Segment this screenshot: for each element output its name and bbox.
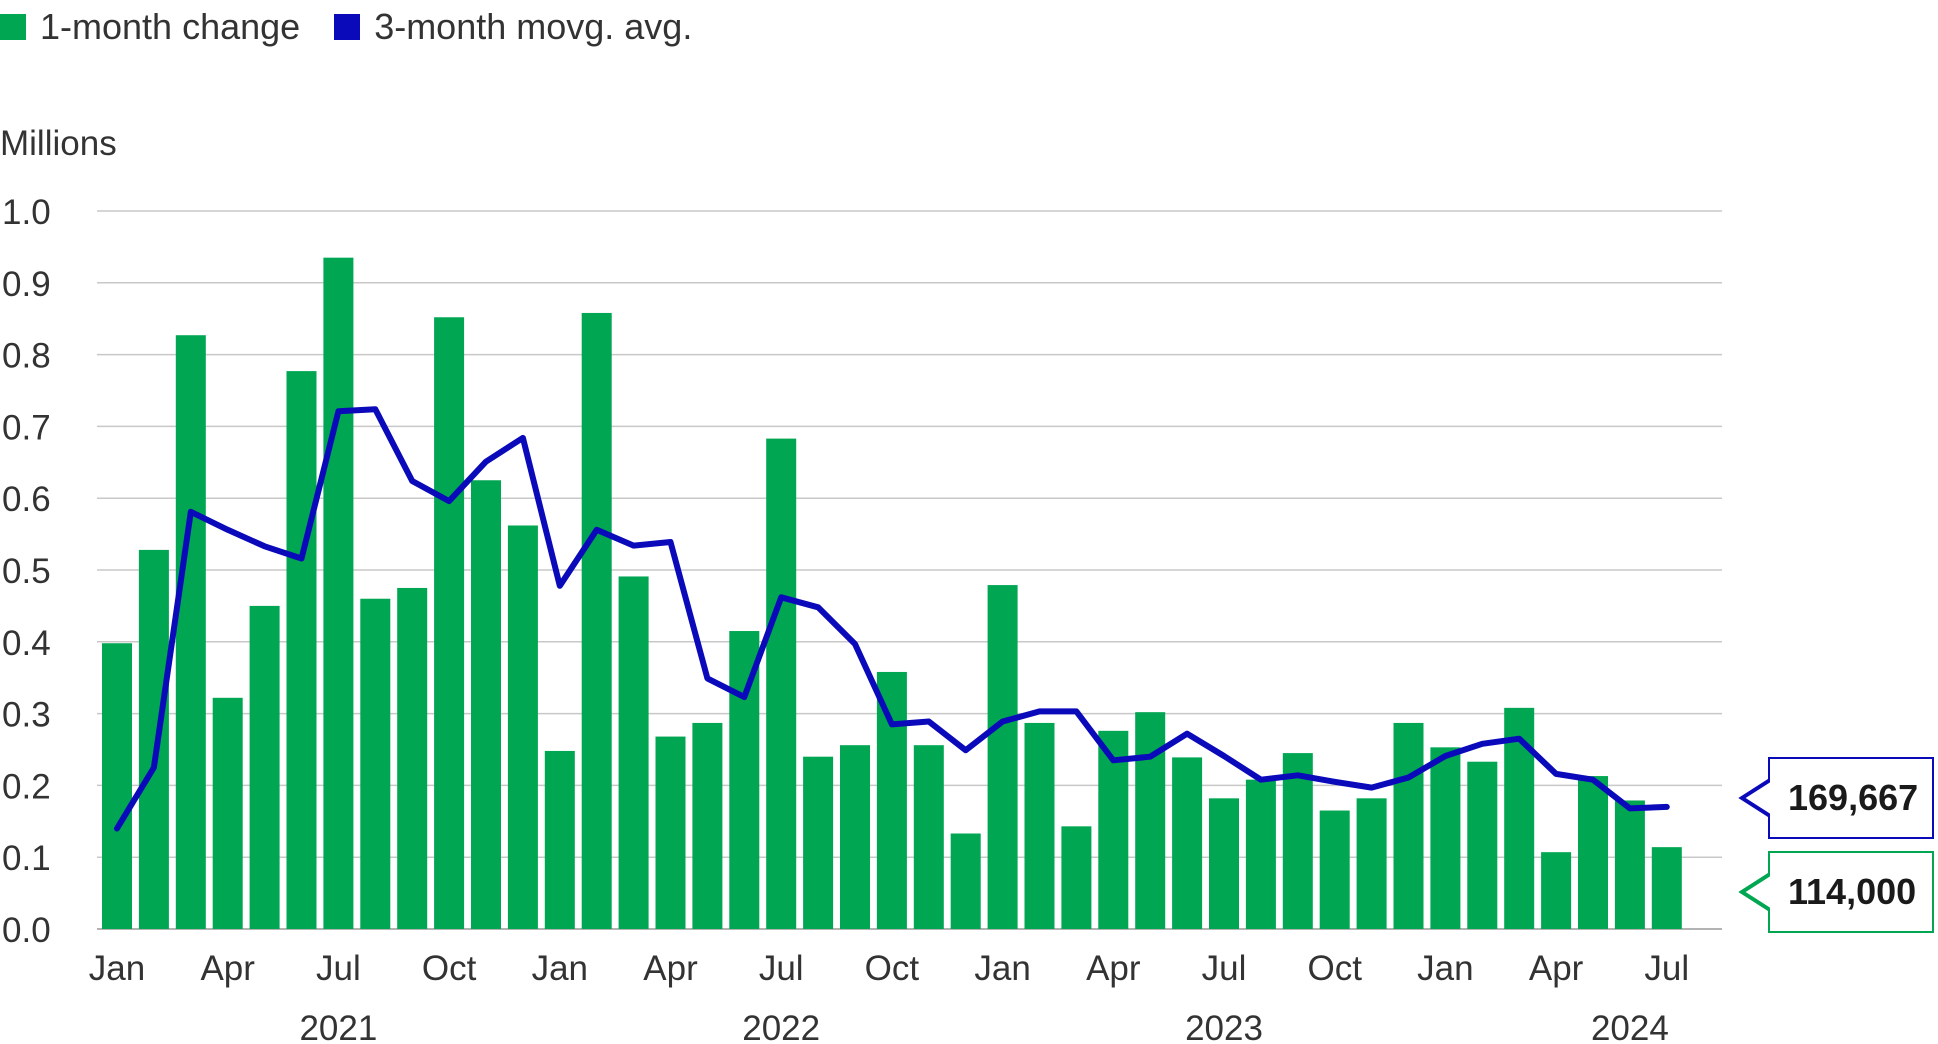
y-axis-unit-label: Millions	[0, 124, 117, 163]
bar	[507, 525, 538, 929]
bar	[102, 643, 132, 929]
bar	[1541, 852, 1572, 929]
line-swatch-icon	[334, 14, 361, 40]
y-tick-label: 0.0	[2, 911, 51, 950]
bar	[950, 833, 981, 929]
legend-item-bars[interactable]: 1-month change	[0, 6, 300, 48]
y-tick-label: 0.6	[2, 480, 51, 519]
bar	[1467, 761, 1498, 929]
bar	[212, 697, 243, 929]
bar	[803, 756, 834, 929]
x-tick-label: Apr	[1529, 949, 1584, 988]
x-tick-label: Apr	[200, 949, 255, 988]
bar	[434, 317, 465, 929]
bar	[729, 631, 760, 929]
bar	[323, 257, 354, 929]
x-tick-label: Jan	[89, 949, 145, 988]
bar	[987, 585, 1018, 929]
bar-swatch-icon	[0, 14, 26, 40]
bar	[1430, 747, 1461, 929]
y-tick-label: 0.1	[2, 839, 51, 878]
y-tick-label: 0.7	[2, 408, 51, 447]
bar	[1578, 776, 1608, 929]
bar	[1135, 712, 1166, 929]
x-tick-label: Jul	[759, 949, 804, 988]
y-tick-label: 1.0	[2, 193, 51, 232]
y-tick-label: 0.4	[2, 624, 51, 663]
bar	[286, 371, 317, 929]
year-label: 2024	[1591, 1009, 1669, 1044]
legend: 1-month change 3-month movg. avg.	[0, 6, 726, 48]
bar	[1061, 826, 1092, 929]
x-tick-label: Oct	[865, 949, 920, 988]
x-tick-label: Oct	[422, 949, 477, 988]
bar-value-callout: 114,000	[1770, 853, 1932, 931]
year-label: 2021	[299, 1009, 377, 1044]
moving-average-series	[114, 406, 1670, 832]
bar	[913, 745, 944, 929]
bar	[1282, 753, 1313, 929]
bar	[618, 576, 649, 929]
bar	[581, 312, 612, 929]
y-tick-label: 0.3	[2, 696, 51, 735]
legend-label-bars: 1-month change	[40, 6, 301, 47]
bar	[138, 549, 169, 929]
y-axis-ticks: 0.0 0.1 0.2 0.3 0.4 0.5 0.6 0.7 0.8 0.9 1.0	[2, 193, 51, 950]
bar	[1614, 800, 1645, 929]
bar	[1172, 757, 1203, 929]
x-tick-label: Apr	[1086, 949, 1141, 988]
x-tick-label: Apr	[643, 949, 698, 988]
bar	[360, 598, 391, 929]
legend-label-line: 3-month movg. avg.	[374, 6, 693, 47]
bar	[876, 671, 907, 929]
bar	[1393, 722, 1424, 929]
line-value-callout: 169,667	[1770, 759, 1932, 837]
bar-series	[102, 257, 1682, 929]
bar	[692, 722, 723, 929]
x-tick-label: Oct	[1307, 949, 1362, 988]
bar	[397, 587, 428, 929]
year-label: 2022	[742, 1009, 820, 1044]
bar	[1651, 847, 1682, 929]
y-tick-label: 0.9	[2, 265, 51, 304]
bar	[840, 745, 870, 929]
y-tick-label: 0.8	[2, 337, 51, 376]
y-tick-label: 0.2	[2, 767, 51, 806]
legend-item-line[interactable]: 3-month movg. avg.	[334, 6, 692, 48]
bar	[249, 605, 280, 929]
bar	[655, 736, 686, 929]
x-tick-label: Jan	[974, 949, 1030, 988]
bar	[175, 335, 206, 929]
x-axis-ticks: Jan Apr Jul Oct Jan Apr Jul Oct Jan Apr Jul Oct Jan A…	[89, 949, 1689, 1044]
bar	[471, 480, 501, 929]
x-tick-label: Jan	[532, 949, 588, 988]
moving-average-line	[114, 406, 1670, 832]
x-tick-label: Jan	[1417, 949, 1473, 988]
bar	[1319, 810, 1350, 929]
year-label: 2023	[1185, 1009, 1263, 1044]
bar	[1024, 722, 1055, 929]
bar	[1245, 779, 1276, 929]
bar	[1209, 798, 1239, 929]
y-tick-label: 0.5	[2, 552, 51, 591]
bar	[1098, 730, 1129, 929]
x-tick-label: Jul	[1644, 949, 1689, 988]
x-tick-label: Jul	[1202, 949, 1247, 988]
bar	[544, 750, 575, 929]
bar	[766, 438, 797, 929]
bar	[1356, 798, 1387, 929]
x-tick-label: Jul	[316, 949, 361, 988]
